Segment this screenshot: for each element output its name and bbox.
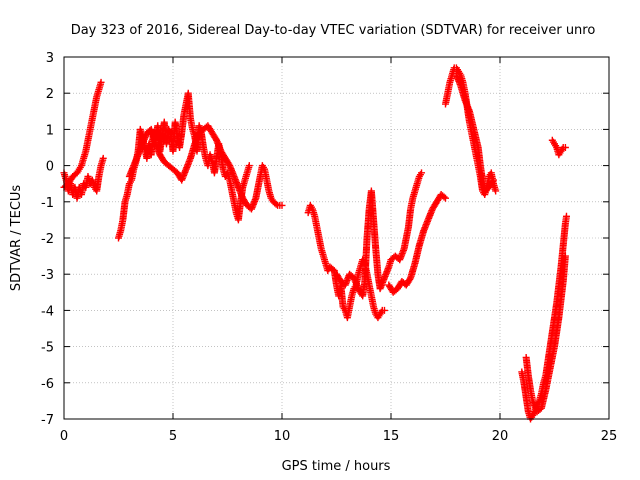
data-point [561, 144, 569, 151]
y-tick-label: -6 [41, 377, 54, 392]
y-tick-label: 0 [46, 160, 54, 175]
data-point [418, 169, 426, 177]
data-point [561, 252, 569, 260]
series-seg-b [60, 78, 105, 191]
chart-title: Day 323 of 2016, Sidereal Day-to-day VTE… [71, 23, 596, 38]
data-point [406, 275, 414, 283]
x-axis-label: GPS time / hours [282, 459, 391, 474]
plot-frame [63, 56, 610, 420]
data-point [245, 162, 253, 170]
y-tick-label: 2 [46, 87, 54, 102]
series-seg-k [522, 252, 569, 416]
series-seg-g [385, 191, 449, 296]
x-tick-label: 25 [601, 429, 618, 444]
y-tick-label: -5 [41, 341, 54, 356]
x-tick-label: 20 [492, 429, 509, 444]
data-point [97, 78, 105, 86]
data-point [492, 187, 500, 195]
data-point [440, 193, 448, 201]
data-point [272, 200, 280, 208]
y-axis-label: SDTVAR / TECUs [9, 185, 24, 292]
tick-layer: 0 5 10 15 20 25 -7 -6 -5 -4 -3 -2 -1 0 1 2 3 [41, 51, 617, 444]
y-tick-label: -7 [41, 413, 54, 428]
x-tick-label: 0 [60, 429, 68, 444]
y-tick-label: 3 [46, 51, 54, 66]
data-point [442, 194, 449, 202]
data-point [278, 201, 286, 209]
series-layer [60, 64, 570, 423]
y-tick-label: -3 [41, 268, 54, 283]
x-tick-label: 10 [274, 429, 291, 444]
data-point [489, 178, 497, 186]
y-tick-label: 1 [46, 123, 54, 138]
x-tick-label: 5 [169, 429, 177, 444]
y-tick-label: -1 [41, 196, 54, 211]
series-seg-i [452, 71, 497, 195]
data-point [99, 154, 107, 162]
data-point [380, 306, 388, 314]
data-point [489, 176, 497, 184]
y-tick-label: -4 [41, 304, 54, 319]
series-seg-l [548, 136, 569, 159]
x-tick-label: 15 [383, 429, 400, 444]
series-seg-f [333, 169, 426, 300]
series-seg-d [125, 122, 286, 213]
series-seg-h [442, 64, 500, 199]
data-point [562, 212, 570, 220]
y-tick-label: -2 [41, 232, 54, 247]
